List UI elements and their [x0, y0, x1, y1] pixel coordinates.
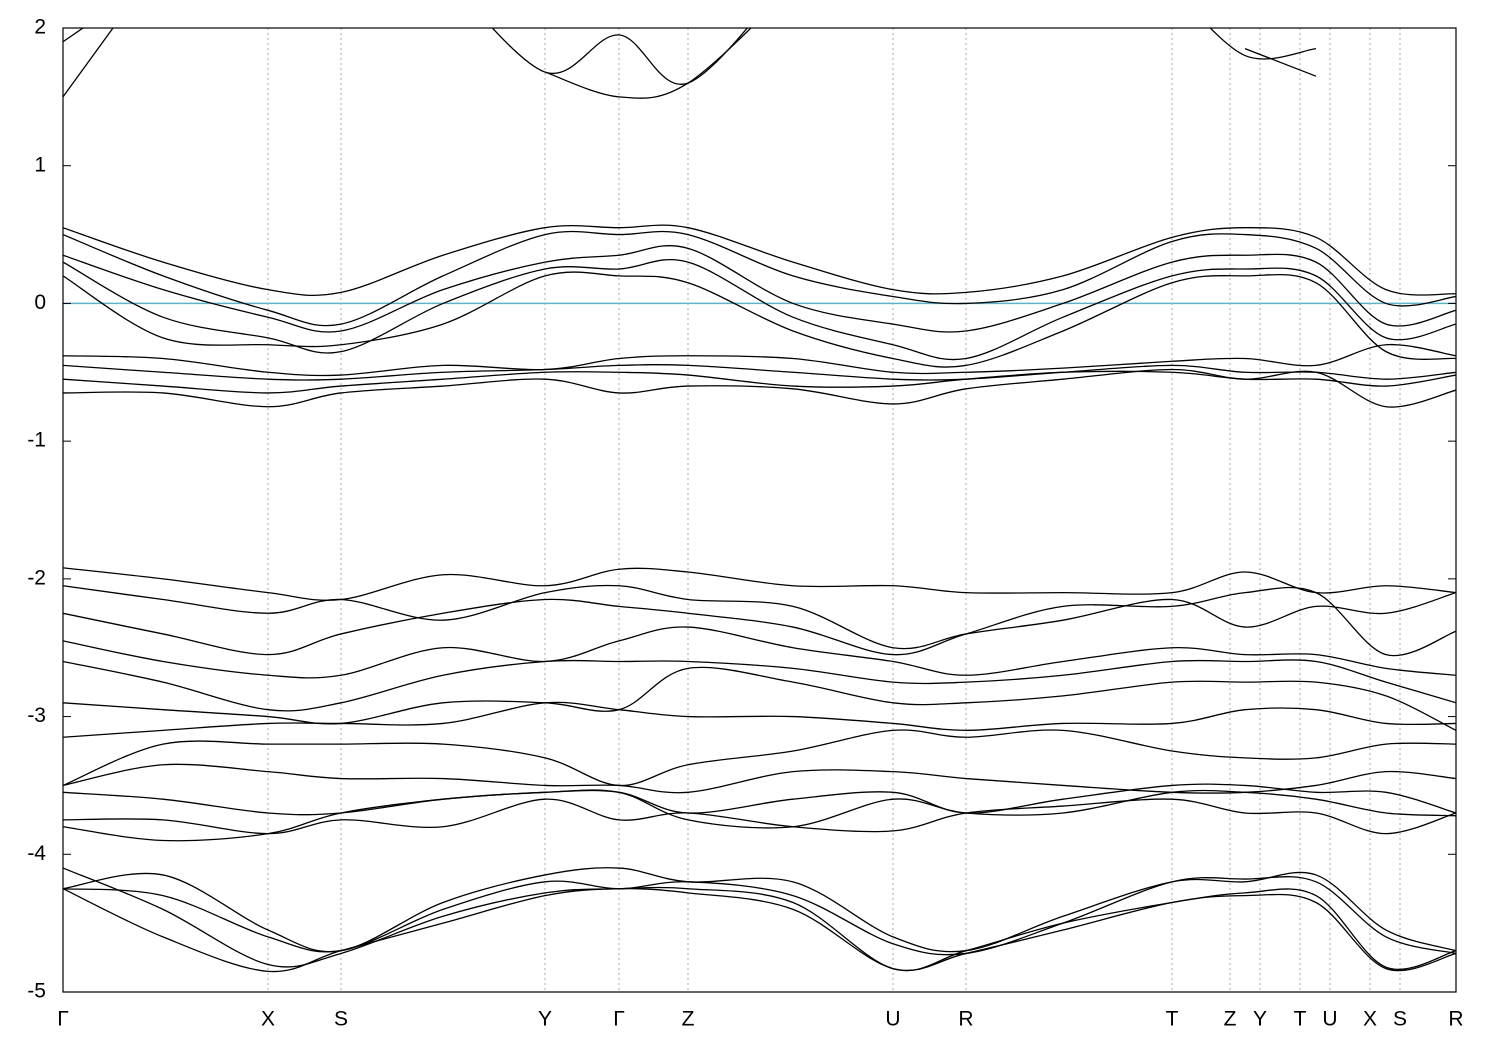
band [63, 789, 1456, 842]
band [63, 887, 1456, 973]
band [63, 701, 1456, 738]
band [1209, 28, 1317, 60]
y-tick-label: -3 [27, 704, 46, 727]
band [63, 567, 1456, 601]
x-tick-label: Z [682, 1008, 695, 1031]
band [63, 258, 1456, 361]
plot-frame [62, 27, 1457, 993]
band [63, 867, 1456, 953]
x-tick-label: R [1448, 1008, 1463, 1031]
y-tick-label: 0 [34, 291, 46, 314]
x-tick-label: X [1363, 1008, 1377, 1031]
x-tick-label: R [958, 1008, 973, 1031]
band [63, 224, 1456, 297]
band [63, 343, 1456, 377]
band [63, 876, 1456, 956]
band [63, 271, 1456, 368]
band [63, 867, 1456, 972]
y-tick-label: -5 [27, 980, 46, 1003]
x-tick-label: U [885, 1008, 900, 1031]
y-tick-label: -4 [27, 842, 46, 865]
bands [63, 28, 1456, 973]
x-tick-label: Y [1253, 1008, 1267, 1031]
x-tick-label: T [1294, 1008, 1307, 1031]
band [63, 364, 1456, 381]
x-tick-label: X [261, 1008, 275, 1031]
band [63, 626, 1456, 679]
y-tick-label: 2 [34, 16, 46, 39]
band [63, 586, 1456, 657]
grid [63, 28, 1456, 992]
y-tick-label: -1 [27, 429, 46, 452]
band [63, 798, 1456, 835]
band [63, 729, 1456, 787]
band [1244, 48, 1317, 77]
y-tick-label: 1 [34, 153, 46, 176]
band [63, 368, 1456, 408]
band [63, 28, 85, 43]
band [63, 245, 1456, 333]
x-tick-label: Y [538, 1008, 552, 1031]
y-tick-label: -2 [27, 566, 46, 589]
x-tick-label: U [1322, 1008, 1337, 1031]
x-tick-label: S [1393, 1008, 1407, 1031]
band [63, 666, 1456, 731]
x-tick-label: Γ [57, 1008, 69, 1031]
band [63, 230, 1456, 327]
x-tick-label: S [334, 1008, 348, 1031]
band [63, 584, 1456, 650]
x-tick-label: Γ [613, 1008, 625, 1031]
band [63, 370, 1456, 394]
band [63, 28, 114, 98]
x-tick-label: Z [1224, 1008, 1237, 1031]
x-tick-label: T [1166, 1008, 1179, 1031]
band [63, 783, 1456, 816]
band [491, 28, 749, 85]
band [63, 659, 1456, 712]
band [63, 763, 1456, 794]
band [544, 28, 752, 99]
